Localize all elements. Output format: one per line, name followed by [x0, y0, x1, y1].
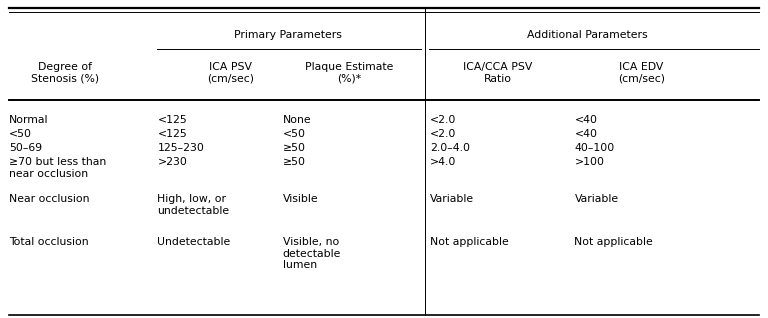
- Text: Not applicable: Not applicable: [430, 237, 509, 247]
- Text: Normal: Normal: [9, 115, 48, 125]
- Text: ICA PSV
(cm/sec): ICA PSV (cm/sec): [207, 62, 254, 84]
- Text: <50: <50: [9, 129, 32, 139]
- Text: 40–100: 40–100: [574, 143, 614, 153]
- Text: Not applicable: Not applicable: [574, 237, 654, 247]
- Text: <50: <50: [283, 129, 306, 139]
- Text: ICA/CCA PSV
Ratio: ICA/CCA PSV Ratio: [463, 62, 532, 84]
- Text: ≥70 but less than
near occlusion: ≥70 but less than near occlusion: [9, 157, 107, 179]
- Text: >230: >230: [157, 157, 187, 167]
- Text: ≥50: ≥50: [283, 157, 306, 167]
- Text: Plaque Estimate
(%)*: Plaque Estimate (%)*: [305, 62, 394, 84]
- Text: <125: <125: [157, 115, 187, 125]
- Text: Total occlusion: Total occlusion: [9, 237, 89, 247]
- Text: <125: <125: [157, 129, 187, 139]
- Text: Additional Parameters: Additional Parameters: [527, 30, 648, 40]
- Text: 50–69: 50–69: [9, 143, 42, 153]
- Text: <40: <40: [574, 129, 598, 139]
- Text: >4.0: >4.0: [430, 157, 456, 167]
- Text: ≥50: ≥50: [283, 143, 306, 153]
- Text: ICA EDV
(cm/sec): ICA EDV (cm/sec): [617, 62, 665, 84]
- Text: Visible, no
detectable
lumen: Visible, no detectable lumen: [283, 237, 341, 270]
- Text: <2.0: <2.0: [430, 129, 456, 139]
- Text: 125–230: 125–230: [157, 143, 204, 153]
- Text: <40: <40: [574, 115, 598, 125]
- Text: <2.0: <2.0: [430, 115, 456, 125]
- Text: >100: >100: [574, 157, 604, 167]
- Text: High, low, or
undetectable: High, low, or undetectable: [157, 194, 230, 216]
- Text: Undetectable: Undetectable: [157, 237, 230, 247]
- Text: Variable: Variable: [430, 194, 474, 204]
- Text: Degree of
Stenosis (%): Degree of Stenosis (%): [31, 62, 99, 84]
- Text: Primary Parameters: Primary Parameters: [234, 30, 342, 40]
- Text: None: None: [283, 115, 311, 125]
- Text: Near occlusion: Near occlusion: [9, 194, 90, 204]
- Text: Visible: Visible: [283, 194, 318, 204]
- Text: Variable: Variable: [574, 194, 618, 204]
- Text: 2.0–4.0: 2.0–4.0: [430, 143, 470, 153]
